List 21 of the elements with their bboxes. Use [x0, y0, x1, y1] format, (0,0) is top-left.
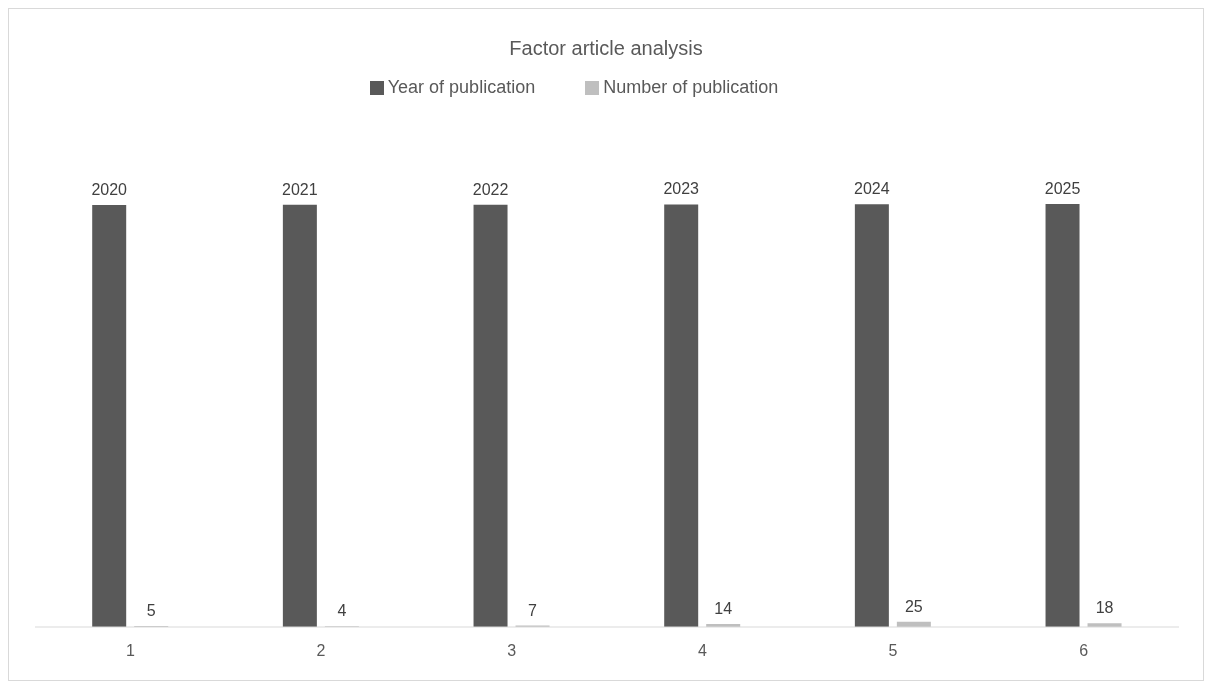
data-label: 2025: [1044, 180, 1081, 197]
data-label: 7: [528, 601, 538, 619]
data-label: 2020: [91, 181, 128, 199]
x-tick-label: 4: [697, 642, 707, 660]
data-label: 14: [714, 600, 733, 618]
legend-label: Number of publication: [603, 77, 779, 97]
data-label: 4: [337, 602, 347, 620]
x-tick-label: 2: [316, 642, 326, 660]
data-label: 2023: [663, 180, 700, 198]
x-tick-label: 6: [1079, 642, 1089, 660]
data-label: 2024: [854, 180, 890, 198]
x-tick-label: 5: [888, 642, 898, 660]
data-label: 5: [146, 601, 156, 619]
x-tick-label: 3: [507, 642, 517, 660]
legend-label: Year of publication: [387, 77, 536, 97]
data-label: 2022: [472, 180, 509, 198]
chart-title: Factor article analysis: [508, 36, 704, 61]
x-tick-label: 1: [125, 642, 135, 660]
data-label: 2021: [282, 180, 318, 198]
data-label: 25: [904, 597, 923, 615]
data-label: 18: [1095, 599, 1114, 617]
